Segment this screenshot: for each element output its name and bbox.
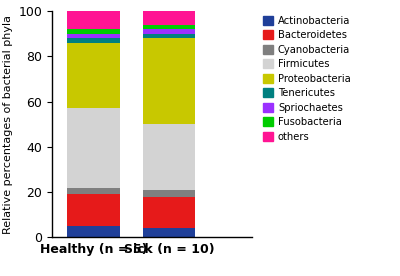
Bar	[142, 190, 195, 197]
Bar	[67, 188, 120, 194]
Bar	[142, 38, 195, 124]
Bar	[67, 43, 120, 108]
Y-axis label: Relative percentages of bacterial phyla: Relative percentages of bacterial phyla	[3, 15, 13, 234]
Bar	[67, 29, 120, 34]
Bar	[67, 34, 120, 38]
Bar	[142, 11, 195, 25]
Bar	[142, 29, 195, 34]
Bar	[142, 25, 195, 29]
Bar	[142, 228, 195, 237]
Legend: Actinobacteria, Bacteroidetes, Cyanobacteria, Firmicutes, Proteobacteria, Teneri: Actinobacteria, Bacteroidetes, Cyanobact…	[261, 14, 353, 144]
Bar	[67, 194, 120, 226]
Bar	[142, 34, 195, 38]
Bar	[142, 124, 195, 190]
Bar	[67, 108, 120, 188]
Bar	[67, 226, 120, 237]
Bar	[142, 197, 195, 228]
Bar	[67, 11, 120, 29]
Bar	[67, 38, 120, 43]
